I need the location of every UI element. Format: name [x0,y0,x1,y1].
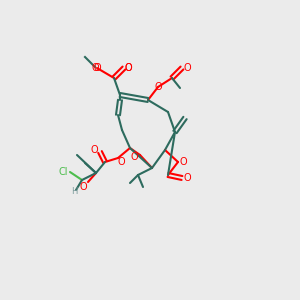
Text: O: O [130,152,138,162]
Text: H: H [71,187,77,196]
Text: O: O [179,157,187,167]
Text: Cl: Cl [58,167,68,177]
Text: O: O [91,63,99,73]
Text: O: O [154,82,162,92]
Text: O: O [124,63,132,73]
Text: O: O [124,63,132,73]
Text: O: O [183,63,191,73]
Text: O: O [90,145,98,155]
Text: O: O [183,173,191,183]
Text: O: O [79,182,87,192]
Text: O: O [117,157,125,167]
Text: O: O [93,63,101,73]
